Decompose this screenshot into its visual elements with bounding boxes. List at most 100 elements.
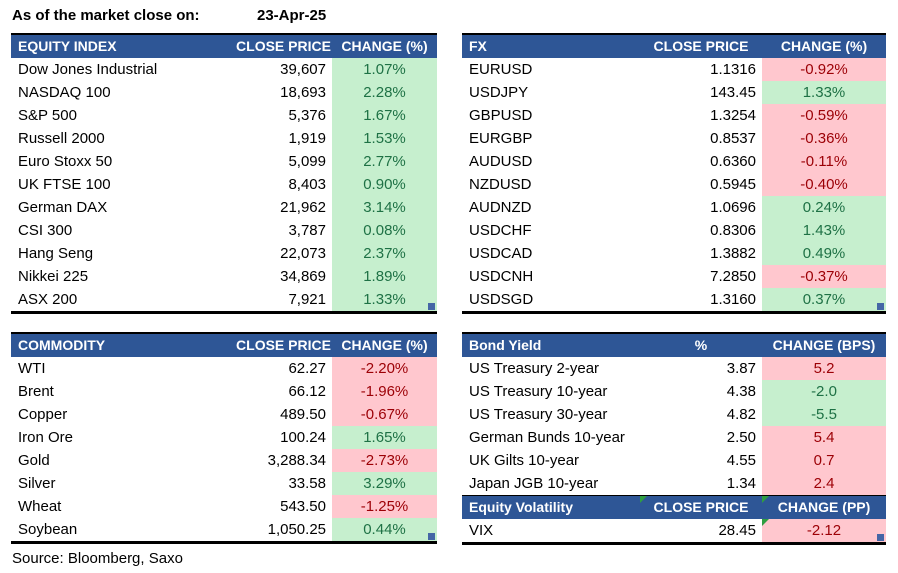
- close-price-value: 22,073: [280, 245, 326, 262]
- table-row: S&P 500 5,376 1.67%: [11, 104, 437, 127]
- change-value: 2.4: [762, 472, 886, 495]
- table-row: Iron Ore 100.24 1.65%: [11, 426, 437, 449]
- commodity-table: COMMODITY CLOSE PRICE CHANGE (%) WTI 62.…: [11, 332, 437, 544]
- equity-volatility-table: Equity Volatility CLOSE PRICE CHANGE (PP…: [462, 496, 886, 545]
- currency-pair-name: AUDUSD: [469, 153, 533, 170]
- as-of-date: 23-Apr-25: [257, 7, 327, 24]
- col-header-change-pct: CHANGE (%): [341, 38, 428, 54]
- table-row: Hang Seng 22,073 2.37%: [11, 242, 437, 265]
- bond-name: UK Gilts 10-year: [469, 452, 580, 469]
- change-value: -1.96%: [332, 380, 437, 403]
- currency-pair-name: GBPUSD: [469, 107, 533, 124]
- change-value: 2.37%: [332, 242, 437, 265]
- bond-name: German Bunds 10-year: [469, 429, 625, 446]
- change-value: 0.08%: [332, 219, 437, 242]
- comment-flag-icon: [762, 519, 769, 526]
- col-header-close-price-label: CLOSE PRICE: [653, 499, 749, 515]
- col-header-change-pp: CHANGE (PP): [762, 496, 886, 519]
- change-value: -0.36%: [762, 127, 886, 150]
- close-price-value: 1.0696: [710, 199, 756, 216]
- change-value: 1.65%: [332, 426, 437, 449]
- table-row: UK Gilts 10-year 4.55 0.7: [462, 449, 886, 472]
- close-price-value: 33.58: [288, 475, 326, 492]
- commodity-name: WTI: [18, 360, 46, 377]
- close-price-value: 0.6360: [710, 153, 756, 170]
- change-value: 1.07%: [332, 58, 437, 81]
- table-row: GBPUSD 1.3254 -0.59%: [462, 104, 886, 127]
- table-row: Silver 33.58 3.29%: [11, 472, 437, 495]
- table-row: Wheat 543.50 -1.25%: [11, 495, 437, 518]
- equity-volatility-header-row: Equity Volatility CLOSE PRICE CHANGE (PP…: [462, 496, 886, 519]
- change-value: -0.11%: [762, 150, 886, 173]
- equity-volatility-body: VIX 28.45 -2.12: [462, 519, 886, 542]
- as-of-label: As of the market close on:: [12, 7, 200, 24]
- instrument-name: S&P 500: [18, 107, 77, 124]
- change-value: -5.5: [762, 403, 886, 426]
- close-price-value: 28.45: [718, 522, 756, 539]
- close-price-value: 3,787: [288, 222, 326, 239]
- instrument-name: Euro Stoxx 50: [18, 153, 113, 170]
- col-header-change-bps: CHANGE (BPS): [772, 337, 876, 353]
- fx-header-row: FX CLOSE PRICE CHANGE (%): [462, 35, 886, 58]
- close-price-value: 543.50: [280, 498, 326, 515]
- col-header-close-price: CLOSE PRICE: [640, 496, 762, 519]
- table-row: CSI 300 3,787 0.08%: [11, 219, 437, 242]
- table-row: US Treasury 2-year 3.87 5.2: [462, 357, 886, 380]
- close-price-value: 1,919: [288, 130, 326, 147]
- table-resize-handle-icon[interactable]: [877, 534, 884, 541]
- change-value: 1.43%: [762, 219, 886, 242]
- close-price-value: 489.50: [280, 406, 326, 423]
- currency-pair-name: AUDNZD: [469, 199, 532, 216]
- change-value: 2.77%: [332, 150, 437, 173]
- table-resize-handle-icon[interactable]: [877, 303, 884, 310]
- change-value: -1.25%: [332, 495, 437, 518]
- close-price-value: 34,869: [280, 268, 326, 285]
- change-value: 1.33%: [762, 81, 886, 104]
- bond-name: US Treasury 10-year: [469, 383, 608, 400]
- table-resize-handle-icon[interactable]: [428, 533, 435, 540]
- change-value: 1.67%: [332, 104, 437, 127]
- change-value: -0.67%: [332, 403, 437, 426]
- table-row: UK FTSE 100 8,403 0.90%: [11, 173, 437, 196]
- table-row: EURUSD 1.1316 -0.92%: [462, 58, 886, 81]
- close-price-value: 143.45: [710, 84, 756, 101]
- col-header-close-price: CLOSE PRICE: [236, 38, 331, 54]
- currency-pair-name: USDCNH: [469, 268, 534, 285]
- table-row: Gold 3,288.34 -2.73%: [11, 449, 437, 472]
- change-value: 1.33%: [332, 288, 437, 311]
- change-value: 3.29%: [332, 472, 437, 495]
- volatility-index-name: VIX: [469, 522, 494, 539]
- table-row: Dow Jones Industrial 39,607 1.07%: [11, 58, 437, 81]
- instrument-name: UK FTSE 100: [18, 176, 111, 193]
- fx-table: FX CLOSE PRICE CHANGE (%) EURUSD 1.1316 …: [462, 33, 886, 314]
- change-value: 0.44%: [332, 518, 437, 541]
- instrument-name: Nikkei 225: [18, 268, 89, 285]
- close-price-value: 7,921: [288, 291, 326, 308]
- instrument-name: CSI 300: [18, 222, 73, 239]
- comment-flag-icon: [640, 496, 647, 503]
- yield-value: 4.38: [726, 383, 756, 400]
- table-row: NASDAQ 100 18,693 2.28%: [11, 81, 437, 104]
- yield-value: 1.34: [726, 475, 756, 492]
- commodity-name: Iron Ore: [18, 429, 74, 446]
- close-price-value: 0.5945: [710, 176, 756, 193]
- change-value: -2.73%: [332, 449, 437, 472]
- equity-index-table: EQUITY INDEX CLOSE PRICE CHANGE (%) Dow …: [11, 33, 437, 314]
- table-row: Japan JGB 10-year 1.34 2.4: [462, 472, 886, 495]
- close-price-value: 100.24: [280, 429, 326, 446]
- commodity-name: Wheat: [18, 498, 62, 515]
- table-row: AUDUSD 0.6360 -0.11%: [462, 150, 886, 173]
- commodity-name: Soybean: [18, 521, 78, 538]
- table-row: US Treasury 30-year 4.82 -5.5: [462, 403, 886, 426]
- table-row: Russell 2000 1,919 1.53%: [11, 127, 437, 150]
- bond-yield-header-row: Bond Yield % CHANGE (BPS): [462, 334, 886, 357]
- table-resize-handle-icon[interactable]: [428, 303, 435, 310]
- change-value: 3.14%: [332, 196, 437, 219]
- commodity-name: Silver: [18, 475, 56, 492]
- change-value: 1.53%: [332, 127, 437, 150]
- bond-yield-body: US Treasury 2-year 3.87 5.2 US Treasury …: [462, 357, 886, 495]
- currency-pair-name: NZDUSD: [469, 176, 532, 193]
- table-row: Soybean 1,050.25 0.44%: [11, 518, 437, 541]
- instrument-name: NASDAQ 100: [18, 84, 111, 101]
- change-value: -2.0: [762, 380, 886, 403]
